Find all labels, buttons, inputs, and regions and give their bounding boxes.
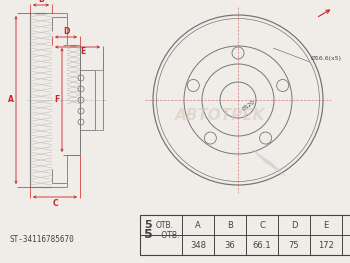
Text: 66.1: 66.1 (253, 240, 271, 250)
Text: E: E (80, 48, 85, 57)
Text: 5: 5 (144, 220, 152, 230)
Text: C: C (52, 199, 58, 208)
Text: 348: 348 (190, 240, 206, 250)
Text: D: D (63, 28, 69, 37)
Text: E: E (323, 220, 329, 230)
Text: 172: 172 (318, 240, 334, 250)
Text: C: C (259, 220, 265, 230)
Text: Ø120: Ø120 (241, 99, 256, 111)
Text: B: B (38, 0, 44, 4)
Text: B: B (227, 220, 233, 230)
Text: ST-34116785670: ST-34116785670 (10, 235, 75, 245)
Text: Ø16.6(х5): Ø16.6(х5) (311, 56, 342, 61)
Text: A: A (195, 220, 201, 230)
Text: 75: 75 (289, 240, 299, 250)
Text: D: D (291, 220, 297, 230)
Text: 36: 36 (225, 240, 235, 250)
Text: F: F (54, 95, 60, 104)
Text: ABTOTPEK: ABTOTPEK (175, 108, 265, 123)
Text: 5: 5 (144, 229, 153, 241)
Text: A: A (8, 95, 14, 104)
Text: ОТВ.: ОТВ. (156, 220, 174, 230)
Bar (140, 215, 350, 255)
Text: ОТВ.: ОТВ. (159, 230, 179, 240)
